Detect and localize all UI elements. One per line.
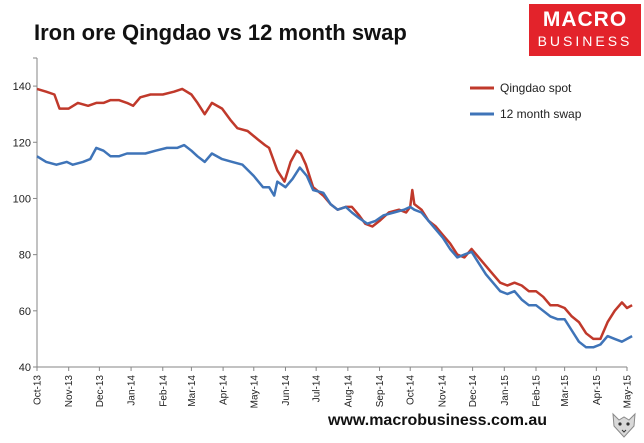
x-tick-label: Jan-14 — [127, 375, 138, 406]
y-tick-label: 100 — [13, 193, 31, 205]
x-tick-label: Nov-14 — [437, 375, 448, 408]
x-tick-label: Jan-15 — [500, 375, 511, 406]
legend: Qingdao spot 12 month swap — [470, 81, 582, 121]
x-tick-label: Apr-15 — [592, 375, 603, 405]
x-tick-label: May-15 — [623, 375, 634, 409]
footer-url: www.macrobusiness.com.au — [328, 412, 548, 429]
series-line-12-month-swap — [36, 143, 633, 349]
logo-line1: MACRO — [542, 8, 628, 31]
wolf-logo-icon — [612, 412, 636, 438]
x-axis: Oct-13 Nov-13 Dec-13 Jan-14 Feb-14 Mar-14 Apr-… — [33, 366, 634, 409]
x-tick-label: Nov-13 — [64, 375, 75, 408]
y-tick-label: 80 — [19, 250, 31, 262]
x-tick-label: Aug-14 — [343, 375, 354, 408]
x-tick-label: Dec-13 — [95, 375, 106, 408]
x-tick-label: Jun-14 — [281, 375, 292, 406]
x-tick-label: Oct-13 — [33, 375, 44, 405]
x-tick-label: Jul-14 — [312, 375, 323, 403]
x-tick-label: Feb-14 — [158, 375, 169, 407]
x-tick-label: May-14 — [249, 375, 260, 409]
x-tick-label: Mar-15 — [560, 375, 571, 407]
x-tick-label: Sep-14 — [375, 375, 386, 408]
y-tick-label: 40 — [19, 362, 31, 374]
series-lines — [36, 87, 633, 349]
x-tick-label: Mar-14 — [187, 375, 198, 407]
logo-line2: BUSINESS — [537, 33, 633, 49]
series-line-qingdao-spot — [36, 87, 633, 341]
x-tick-label: Apr-14 — [219, 375, 230, 405]
legend-label: Qingdao spot — [500, 81, 572, 95]
y-tick-label: 60 — [19, 306, 31, 318]
y-tick-label: 120 — [13, 137, 31, 149]
y-axis: 40 60 80 100 120 140 — [13, 57, 38, 374]
legend-label: 12 month swap — [500, 107, 582, 121]
y-tick-label: 140 — [13, 81, 31, 93]
macrobusiness-logo: MACRO BUSINESS — [529, 4, 641, 56]
x-tick-label: Feb-15 — [531, 375, 542, 407]
x-tick-label: Dec-14 — [468, 375, 479, 408]
chart-title: Iron ore Qingdao vs 12 month swap — [34, 20, 407, 45]
x-tick-label: Oct-14 — [406, 375, 417, 405]
